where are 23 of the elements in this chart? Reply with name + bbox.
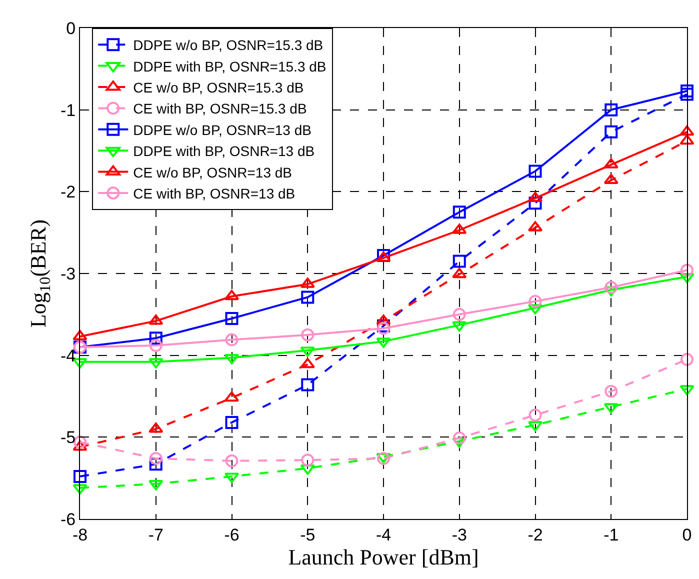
legend-label: DDPE w/o BP, OSNR=13 dB (133, 122, 312, 138)
x-tick-label: -4 (376, 525, 392, 544)
x-tick-label: 0 (682, 525, 692, 544)
y-tick-label: 0 (66, 18, 76, 38)
y-tick-label: -4 (60, 346, 76, 366)
legend-label: DDPE with BP, OSNR=15.3 dB (133, 58, 326, 74)
legend-label: CE w/o BP, OSNR=13 dB (133, 164, 292, 180)
x-tick-label: -2 (528, 525, 543, 544)
legend-label: CE w/o BP, OSNR=15.3 dB (133, 79, 304, 96)
y-tick-label: -2 (60, 182, 76, 202)
y-tick-label: -5 (60, 428, 76, 448)
y-tick-label: -3 (60, 264, 76, 284)
legend-label: DDPE with BP, OSNR=13 dB (133, 143, 315, 160)
x-tick-label: -1 (604, 525, 619, 544)
x-tick-label: -6 (224, 525, 240, 544)
x-tick-label: -5 (300, 525, 316, 544)
x-tick-label: -7 (148, 525, 164, 544)
x-tick-label: -3 (452, 525, 467, 544)
y-tick-label: -1 (60, 100, 76, 120)
legend-label: CE with BP, OSNR=15.3 dB (133, 100, 307, 117)
legend-label: DDPE w/o BP, OSNR=15.3 dB (133, 37, 324, 54)
legend-label: CE with BP, OSNR=13 dB (133, 185, 296, 202)
x-axis-title: Launch Power [dBm] (288, 544, 479, 570)
